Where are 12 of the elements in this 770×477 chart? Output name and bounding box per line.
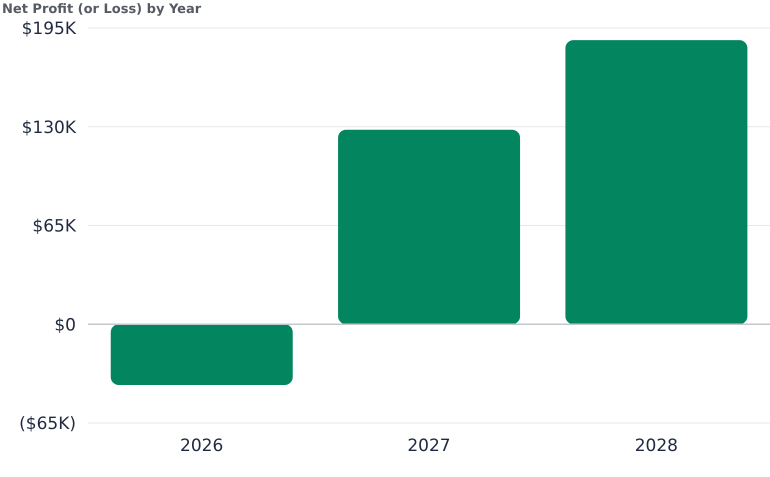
bar: [110, 324, 293, 386]
y-tick-label: $0: [54, 315, 76, 336]
x-tick-label: 2026: [180, 436, 224, 456]
y-tick-label: $65K: [32, 216, 77, 237]
y-tick-label: $130K: [22, 118, 77, 138]
y-tick-label: $195K: [22, 19, 77, 40]
bar: [338, 130, 520, 324]
x-tick-label: 2028: [634, 436, 678, 456]
x-tick-label: 2027: [407, 436, 451, 456]
bar: [565, 40, 748, 324]
y-tick-label: ($65K): [19, 414, 76, 434]
chart-title: Net Profit (or Loss) by Year: [2, 2, 202, 17]
